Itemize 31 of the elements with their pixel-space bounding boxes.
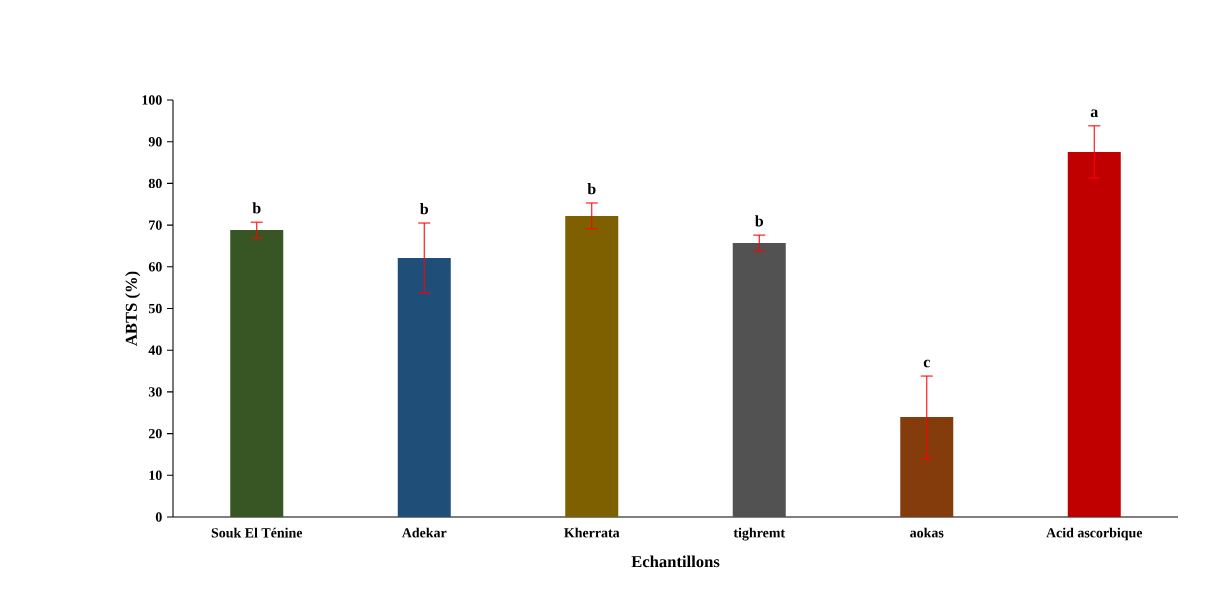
annotation: b [420, 203, 429, 215]
bar [230, 230, 284, 517]
bar [397, 258, 451, 517]
y-tick-label: 30 [148, 387, 162, 397]
x-tick-label: tighremt [733, 527, 786, 541]
y-tick-label: 40 [148, 345, 162, 355]
y-tick-label: 80 [148, 178, 162, 189]
bar [565, 215, 619, 517]
annotation: b [755, 215, 764, 227]
x-axis-title: Echantillons [631, 555, 720, 568]
y-tick-label: 0 [155, 512, 162, 522]
annotation: b [587, 183, 596, 195]
y-tick-label: 20 [148, 428, 162, 439]
bar [900, 416, 954, 517]
y-tick-label: 50 [148, 303, 162, 314]
x-tick-label: aokas [910, 527, 944, 538]
x-tick-label: Adekar [401, 527, 447, 538]
y-tick-label: 70 [149, 220, 162, 230]
bar [732, 243, 786, 517]
bar [1067, 152, 1121, 517]
y-axis-title: ABTS (%) [125, 271, 141, 346]
annotation: c [923, 359, 930, 368]
annotation: a [1090, 109, 1099, 118]
y-tick-label: 90 [148, 136, 162, 147]
y-tick-label: 60 [148, 262, 162, 272]
annotation: b [252, 202, 261, 214]
y-tick-label: 100 [142, 95, 162, 105]
y-tick-label: 10 [149, 470, 162, 481]
x-tick-label: Kherrata [564, 527, 620, 538]
x-tick-label: Souk El Ténine [211, 527, 303, 538]
x-tick-label: Acid ascorbique [1046, 527, 1143, 541]
